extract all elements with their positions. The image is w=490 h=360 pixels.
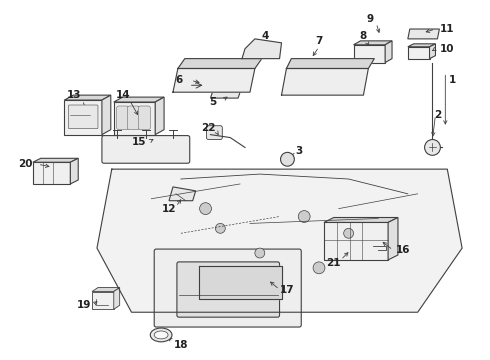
Polygon shape <box>97 169 462 312</box>
Polygon shape <box>354 41 392 45</box>
Text: 7: 7 <box>316 36 323 46</box>
FancyBboxPatch shape <box>102 136 190 163</box>
Text: 11: 11 <box>440 24 455 34</box>
Text: 6: 6 <box>175 75 182 85</box>
FancyBboxPatch shape <box>177 262 279 317</box>
Text: 5: 5 <box>209 97 216 107</box>
Polygon shape <box>114 288 120 309</box>
Polygon shape <box>408 29 440 39</box>
Polygon shape <box>198 266 282 300</box>
FancyBboxPatch shape <box>69 105 98 129</box>
Polygon shape <box>272 281 277 297</box>
Polygon shape <box>255 281 277 284</box>
Text: 18: 18 <box>173 340 188 350</box>
FancyBboxPatch shape <box>117 106 128 130</box>
Text: 16: 16 <box>395 245 410 255</box>
Text: 8: 8 <box>360 31 367 41</box>
Polygon shape <box>64 100 102 135</box>
Polygon shape <box>388 217 398 260</box>
Circle shape <box>298 211 310 222</box>
Polygon shape <box>178 59 262 68</box>
Text: 13: 13 <box>67 90 81 100</box>
Polygon shape <box>255 284 272 297</box>
Text: 3: 3 <box>295 147 303 156</box>
Text: 9: 9 <box>367 14 374 24</box>
Polygon shape <box>282 68 368 95</box>
Polygon shape <box>155 97 164 135</box>
Circle shape <box>255 248 265 258</box>
Polygon shape <box>33 162 71 184</box>
Polygon shape <box>385 41 392 63</box>
Circle shape <box>313 262 325 274</box>
Polygon shape <box>173 68 255 92</box>
Polygon shape <box>71 158 78 184</box>
Circle shape <box>425 140 441 155</box>
Polygon shape <box>92 288 120 292</box>
Polygon shape <box>430 44 436 59</box>
Polygon shape <box>368 233 390 246</box>
Polygon shape <box>354 45 385 63</box>
Polygon shape <box>211 92 240 98</box>
Polygon shape <box>324 222 388 260</box>
Polygon shape <box>114 102 155 135</box>
Polygon shape <box>169 187 196 201</box>
FancyBboxPatch shape <box>154 249 301 327</box>
Polygon shape <box>92 292 114 309</box>
Text: 20: 20 <box>18 159 32 169</box>
Polygon shape <box>324 217 398 222</box>
Polygon shape <box>408 47 430 59</box>
Polygon shape <box>408 44 436 47</box>
FancyBboxPatch shape <box>139 106 150 130</box>
Circle shape <box>216 224 225 233</box>
Polygon shape <box>114 97 164 102</box>
Circle shape <box>343 228 354 238</box>
Polygon shape <box>287 59 374 68</box>
Text: 1: 1 <box>449 75 456 85</box>
Ellipse shape <box>150 328 172 342</box>
Circle shape <box>199 203 212 215</box>
Circle shape <box>280 152 294 166</box>
Text: 21: 21 <box>326 258 341 268</box>
Text: 10: 10 <box>440 44 455 54</box>
Polygon shape <box>64 95 111 100</box>
Polygon shape <box>33 158 78 162</box>
FancyBboxPatch shape <box>127 106 140 130</box>
Text: 14: 14 <box>116 90 131 100</box>
Polygon shape <box>242 39 282 59</box>
Ellipse shape <box>154 331 168 339</box>
FancyBboxPatch shape <box>206 126 222 140</box>
Text: 4: 4 <box>261 31 269 41</box>
Text: 2: 2 <box>434 110 441 120</box>
Text: 17: 17 <box>280 284 295 294</box>
Polygon shape <box>102 95 111 135</box>
Text: 12: 12 <box>162 204 176 213</box>
Text: 19: 19 <box>77 300 91 310</box>
Text: 15: 15 <box>132 136 147 147</box>
Text: 22: 22 <box>201 123 216 133</box>
